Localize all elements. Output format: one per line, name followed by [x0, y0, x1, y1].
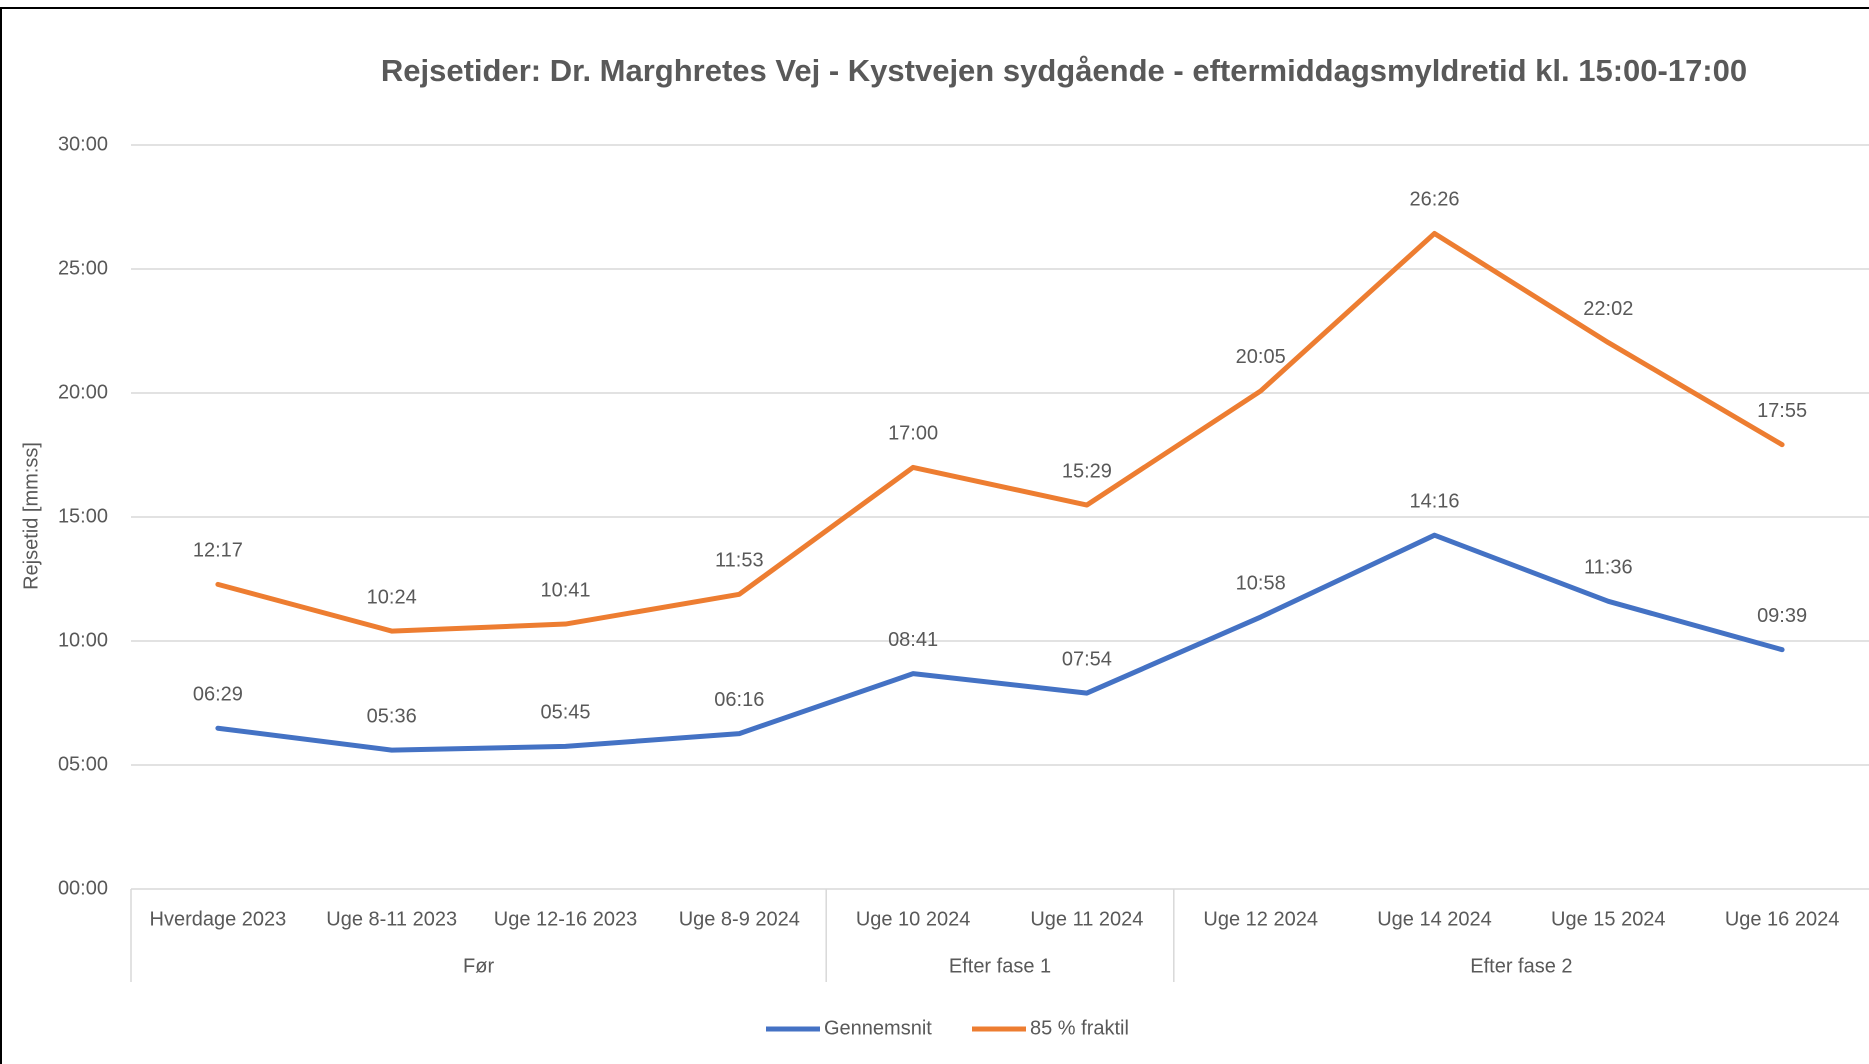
- data-label: 09:39: [1757, 605, 1807, 627]
- x-tick-label: Uge 14 2024: [1377, 908, 1492, 930]
- data-label: 15:29: [1062, 460, 1112, 482]
- series-line: [215, 230, 1785, 634]
- data-label: 10:24: [367, 586, 417, 608]
- data-label: 11:36: [1584, 557, 1633, 579]
- group-label: Efter fase 2: [1470, 955, 1572, 977]
- x-tick-label: Uge 16 2024: [1725, 908, 1840, 930]
- y-tick-label: 15:00: [58, 505, 108, 527]
- data-label: 10:58: [1236, 572, 1286, 594]
- data-label: 11:53: [715, 550, 764, 572]
- legend-label: 85 % fraktil: [1030, 1017, 1129, 1039]
- x-tick-label: Uge 12 2024: [1203, 908, 1318, 930]
- series-line: [215, 532, 1785, 753]
- data-label: 22:02: [1583, 298, 1633, 320]
- x-tick-label: Hverdage 2023: [150, 908, 287, 930]
- data-label: 06:29: [193, 683, 243, 705]
- data-label: 10:41: [540, 579, 590, 601]
- x-tick-label: Uge 10 2024: [856, 908, 971, 930]
- chart-title: Rejsetider: Dr. Marghretes Vej - Kystvej…: [381, 53, 1747, 88]
- data-label: 17:00: [888, 423, 938, 445]
- data-label: 17:55: [1757, 400, 1807, 422]
- frame: [0, 7, 1869, 1064]
- x-tick-label: Uge 8-9 2024: [679, 908, 800, 930]
- data-label: 05:36: [367, 705, 417, 727]
- y-tick-label: 05:00: [58, 753, 108, 775]
- x-tick-label: Uge 12-16 2023: [494, 908, 637, 930]
- group-label: Efter fase 1: [949, 955, 1051, 977]
- data-label: 05:45: [540, 702, 590, 724]
- data-label: 12:17: [193, 540, 243, 562]
- data-label: 26:26: [1409, 189, 1459, 211]
- data-label: 08:41: [888, 629, 938, 651]
- y-axis-title: Rejsetid [mm:ss]: [20, 442, 42, 590]
- x-tick-label: Uge 8-11 2023: [326, 908, 457, 930]
- data-label: 14:16: [1409, 490, 1459, 512]
- y-tick-label: 00:00: [58, 877, 108, 899]
- data-label: 07:54: [1062, 648, 1112, 670]
- data-label: 06:16: [714, 689, 764, 711]
- y-tick-label: 25:00: [58, 257, 108, 279]
- x-tick-label: Uge 15 2024: [1551, 908, 1666, 930]
- legend-label: Gennemsnit: [824, 1017, 932, 1039]
- y-tick-label: 20:00: [58, 381, 108, 403]
- y-tick-label: 30:00: [58, 133, 108, 155]
- x-tick-label: Uge 11 2024: [1030, 908, 1143, 930]
- data-label: 20:05: [1236, 346, 1286, 368]
- y-tick-label: 10:00: [58, 629, 108, 651]
- group-label: Før: [463, 955, 494, 977]
